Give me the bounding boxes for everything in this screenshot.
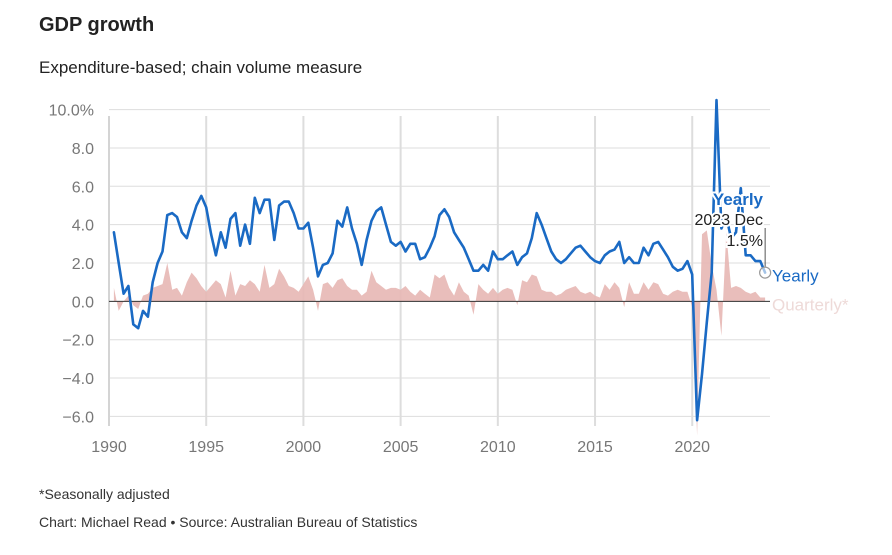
tooltip: Yearly 2023 Dec 1.5% [693, 188, 772, 279]
x-tick-label: 2020 [674, 439, 710, 456]
source-credit: Chart: Michael Read • Source: Australian… [39, 514, 418, 530]
x-tick-label: 1990 [91, 439, 127, 456]
yearly-end-label: Yearly [772, 267, 819, 286]
chart-title: GDP growth [39, 14, 155, 36]
quarterly-end-label: Quarterly* [772, 295, 849, 314]
x-tick-label: 2000 [286, 439, 322, 456]
quarterly-area [113, 230, 766, 436]
y-tick-label: −2.0 [62, 333, 94, 350]
tooltip-period: 2023 Dec [695, 212, 764, 229]
tooltip-value: 1.5% [727, 233, 763, 250]
tooltip-marker[interactable] [759, 266, 772, 279]
x-tick-label: 1995 [188, 439, 224, 456]
axis-layer: 10.0% 8.0 6.0 4.0 2.0 0.0 −2.0 −4.0 −6.0 1990 1995… [49, 103, 711, 456]
y-tick-label: −4.0 [62, 371, 94, 388]
footnote: *Seasonally adjusted [39, 486, 170, 502]
x-tick-label: 2015 [577, 439, 613, 456]
x-tick-label: 2005 [383, 439, 419, 456]
quarterly-series-layer [113, 230, 766, 436]
x-tick-label: 2010 [480, 439, 516, 456]
series-label-layer: Yearly Quarterly* [772, 267, 849, 315]
y-tick-label: −6.0 [62, 409, 94, 426]
chart-subtitle: Expenditure-based; chain volume measure [39, 58, 363, 77]
y-tick-label: 10.0% [49, 103, 94, 120]
tooltip-series-name: Yearly [713, 190, 764, 209]
yearly-line [112, 98, 767, 422]
y-tick-label: 8.0 [72, 141, 94, 158]
grid-layer [108, 109, 770, 426]
gdp-growth-chart: 10.0% 8.0 6.0 4.0 2.0 0.0 −2.0 −4.0 −6.0 1990 1995… [49, 98, 849, 456]
y-tick-label: 0.0 [72, 294, 94, 311]
y-tick-label: 4.0 [72, 218, 94, 235]
y-tick-label: 6.0 [72, 179, 94, 196]
y-tick-label: 2.0 [72, 256, 94, 273]
yearly-series-layer [112, 98, 767, 422]
